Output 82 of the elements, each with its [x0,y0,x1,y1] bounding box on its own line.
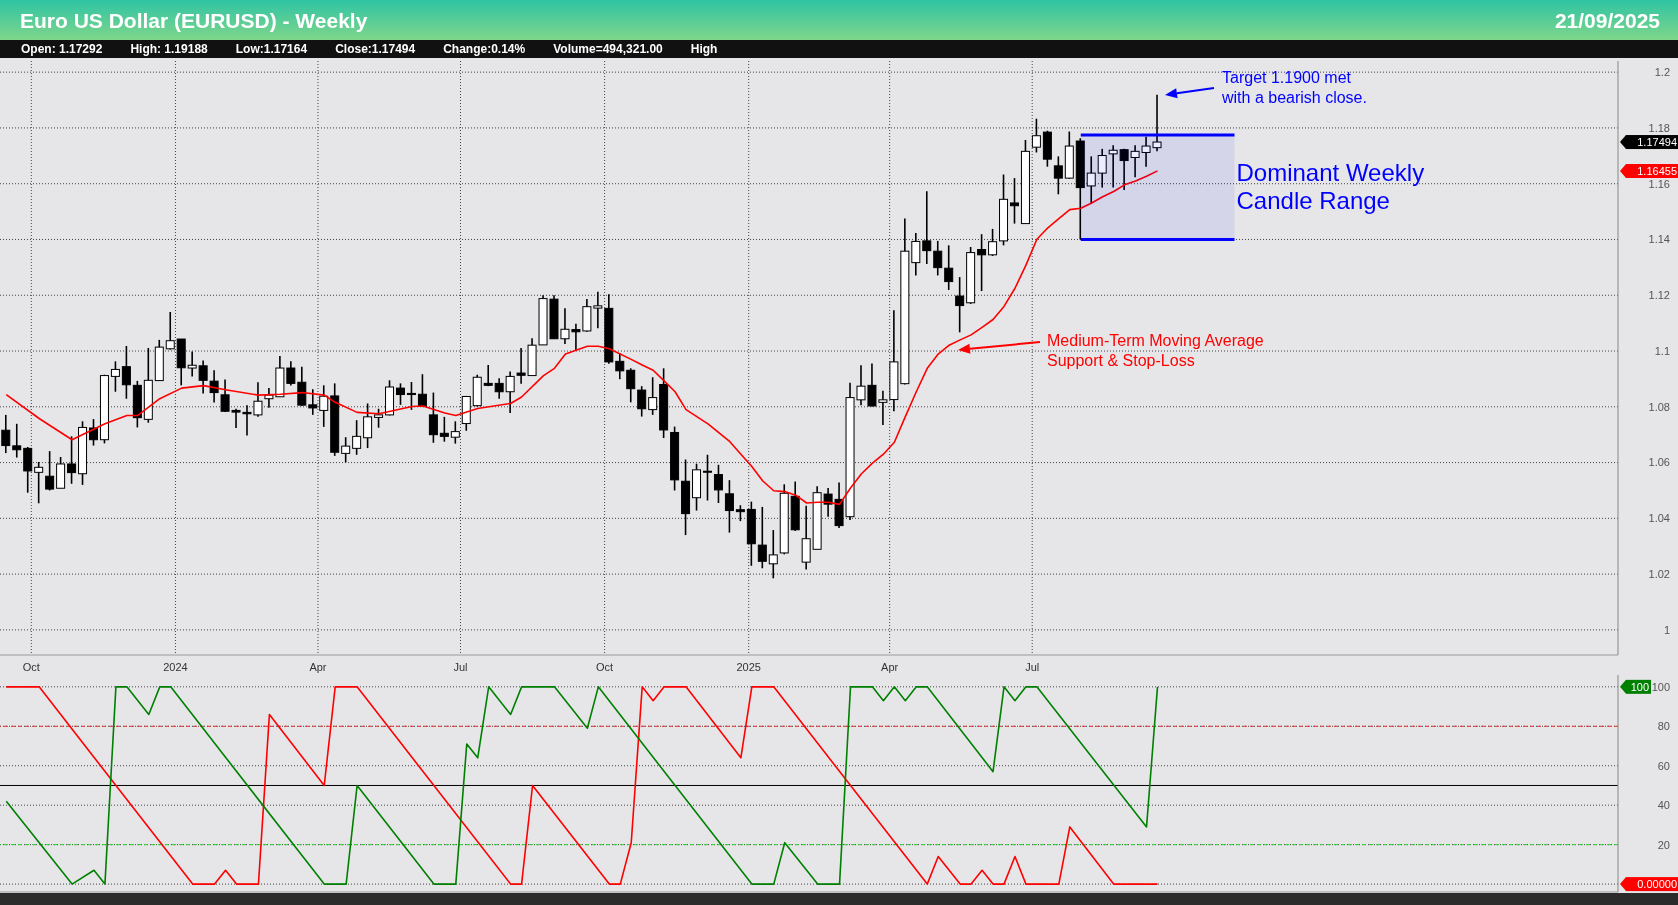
candlestick [713,464,723,504]
x-tick-label: 2024 [163,660,188,673]
candlestick [1031,117,1041,154]
x-tick-label: Jul [1025,660,1040,673]
candlestick [45,450,55,492]
chart-subtitle: 21/09/2025 [1554,9,1660,33]
candlestick [341,436,351,464]
y-tick-label: 60 [1657,759,1670,772]
candlestick [165,311,175,351]
candlestick [450,420,460,445]
candlestick [637,385,647,418]
text: Volume=494,321.00 [553,42,663,56]
y-tick-label: 1.14 [1648,233,1670,246]
x-tick-label: 2025 [736,660,761,673]
candlestick [724,479,734,534]
annotation: Target 1.1900 met with a bearish close. [1221,69,1367,106]
candlestick [1097,148,1107,189]
candlestick [23,446,33,494]
x-tick-label: Apr [309,660,327,673]
candlestick [374,407,384,429]
y-tick-label: 20 [1657,838,1670,851]
y-tick-label: 1.04 [1648,512,1670,525]
y-tick-label: 1.06 [1648,456,1670,469]
candlestick [1086,155,1096,205]
y-tick-label: 1 [1663,623,1670,636]
candlestick [1009,177,1019,225]
candlestick [615,352,625,380]
x-tick-label: Oct [22,660,40,673]
text: Close:1.17494 [335,42,416,56]
y-tick-label: 1.08 [1648,400,1670,413]
candlestick [110,360,120,393]
y-tick-label: 1.18 [1648,121,1670,134]
candlestick [121,345,131,400]
candlestick [1,414,11,454]
candlestick [428,391,438,444]
y-tick-label: 100 [1651,680,1670,693]
y-tick-label: 1.2 [1654,66,1670,79]
text: 100 [1630,680,1649,693]
text: High: 1.19188 [130,42,208,56]
text: High [690,42,718,56]
candlestick [12,423,22,459]
candlestick [406,381,416,411]
candlestick [955,276,965,334]
annotation: Medium-Term Moving Average Support & Stop-Loss [1047,332,1264,369]
candlestick [933,240,943,277]
candlestick [768,529,778,580]
chart-title: Euro US Dollar (EURUSD) - Weekly [20,9,368,33]
candlestick [34,461,44,505]
candlestick [988,228,998,257]
candlestick [67,435,77,485]
y-tick-label: 80 [1657,720,1670,733]
candlestick [319,384,329,428]
candlestick [626,367,636,404]
x-tick-label: Oct [596,660,614,673]
candlestick [363,402,373,449]
y-tick-label: 40 [1657,799,1670,812]
text: 1.17494 [1637,136,1677,149]
x-tick-label: Jul [453,660,468,673]
candlestick [439,416,449,443]
y-tick-label: 1.1 [1654,344,1670,357]
candlestick [944,244,954,291]
x-tick-label: Apr [881,660,899,673]
text: 1.16455 [1637,165,1677,178]
candlestick [922,190,932,265]
y-tick-label: 1.02 [1648,568,1670,581]
y-tick-label: 1.16 [1648,177,1670,190]
y-tick-label: 1.12 [1648,289,1670,302]
candlestick [757,506,767,570]
candlestick [977,233,987,292]
candlestick [395,382,405,406]
text: Change:0.14% [443,42,526,56]
candlestick [1053,155,1063,196]
candlestick [702,453,712,502]
band-label: Dominant Weekly Candle Range [1236,159,1425,215]
text: 0.00000 [1637,878,1677,891]
candlestick [911,232,921,277]
text: Low:1.17164 [235,42,308,56]
candlestick [352,419,362,456]
line-series [5,686,1159,885]
candlestick [648,376,658,416]
text: Open: 1.17292 [21,42,103,56]
candlestick [308,388,318,416]
